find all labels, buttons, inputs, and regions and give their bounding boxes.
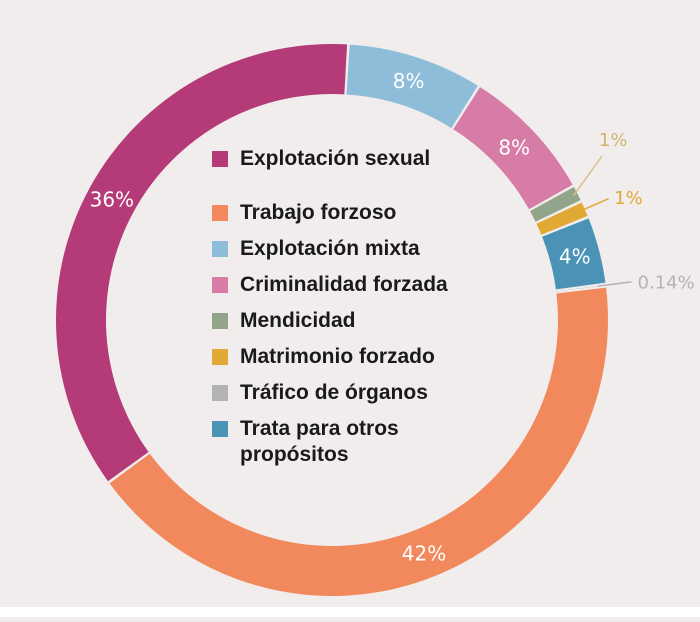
slice-mendicidad [530, 187, 581, 222]
legend-item-trata-otros-propositos: Trata para otros propósitos [198, 416, 510, 468]
value-label-trafico-de-organos: 0.14% [638, 272, 695, 293]
slice-trabajo-forzoso [109, 287, 609, 596]
legend-swatch [212, 277, 228, 293]
value-label-matrimonio-forzado: 1% [614, 188, 643, 209]
legend-label: Criminalidad forzada [240, 273, 448, 296]
outside-label-mendicidad: 1% [599, 130, 628, 151]
legend-label: Explotación mixta [240, 237, 420, 260]
legend-label: Tráfico de órganos [240, 381, 428, 404]
legend-item-explotacion-mixta: Explotación mixta [212, 236, 510, 262]
legend-label: Mendicidad [240, 309, 356, 332]
slice-trata-para-otros-propositos [542, 218, 606, 290]
value-label-trabajo-forzoso: 42% [402, 542, 446, 566]
value-label-explotacion-mixta: 8% [393, 69, 425, 93]
leader-line [577, 198, 609, 214]
legend-swatch [212, 385, 228, 401]
legend-swatch [212, 205, 228, 221]
value-label-criminalidad-forzada: 8% [498, 135, 530, 159]
legend-label: Trabajo forzoso [240, 201, 397, 224]
leader-line [573, 155, 603, 196]
legend-swatch [212, 313, 228, 329]
legend: Explotación sexual Trabajo forzoso Explo… [212, 146, 510, 478]
legend-label: Trata para otros propósitos [240, 417, 399, 466]
leader-line [597, 281, 632, 287]
legend-item-mendicidad: Mendicidad [212, 308, 510, 334]
legend-item-criminalidad-forzada: Criminalidad forzada [212, 272, 510, 298]
legend-label: Matrimonio forzado [240, 345, 435, 368]
legend-item-trabajo-forzoso: Trabajo forzoso [212, 200, 510, 226]
legend-label: Explotación sexual [240, 147, 431, 170]
slice-matrimonio-forzado [536, 202, 588, 235]
slice-criminalidad-forzada [453, 87, 573, 210]
legend-swatch [212, 151, 228, 167]
legend-item-explotacion-sexual: Explotación sexual [212, 146, 510, 172]
slice-explotacion-mixta [346, 44, 478, 129]
value-label-trata-para-otros-propositos: 4% [559, 244, 591, 268]
legend-swatch [212, 421, 228, 437]
slice-explotacion-sexual [55, 44, 348, 482]
value-label-explotacion-sexual: 36% [90, 187, 134, 211]
legend-swatch [212, 241, 228, 257]
slice-trafico-de-organos [556, 285, 606, 292]
legend-swatch [212, 349, 228, 365]
bottom-band [0, 607, 700, 617]
legend-item-matrimonio-forzado: Matrimonio forzado [212, 344, 510, 370]
legend-item-trafico-de-organos: Tráfico de órganos [212, 380, 510, 406]
